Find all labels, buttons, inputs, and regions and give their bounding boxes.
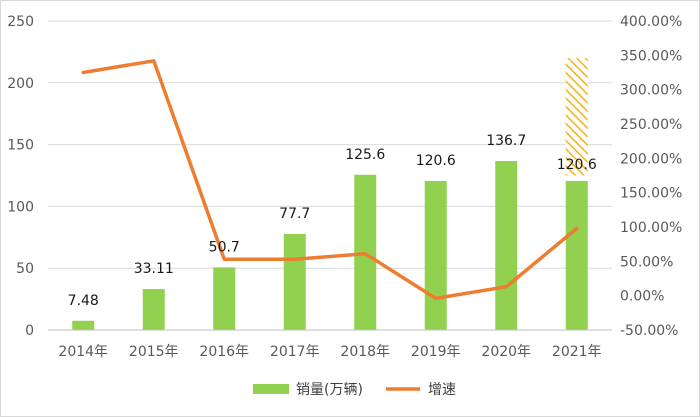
legend-label-growth: 增速 — [428, 382, 456, 398]
line-series — [81, 59, 579, 301]
sales-bar — [72, 320, 95, 330]
category-label: 2020年 — [481, 344, 531, 360]
gridlines — [48, 20, 612, 269]
right-tick-label: 100.00% — [620, 220, 682, 236]
bar-data-label: 120.6 — [557, 157, 597, 173]
left-tick-label: 250 — [7, 14, 34, 30]
left-tick-label: 200 — [7, 76, 34, 92]
growth-point — [434, 296, 438, 300]
projection-bar — [565, 58, 588, 176]
sales-bar — [424, 180, 447, 330]
right-tick-label: 200.00% — [620, 151, 682, 167]
sales-bar — [495, 161, 518, 330]
growth-point — [152, 59, 156, 63]
bar-data-label: 7.48 — [68, 293, 99, 309]
bar-data-label: 77.7 — [279, 206, 310, 222]
legend-label-sales: 销量(万辆) — [296, 382, 363, 398]
category-label: 2019年 — [411, 344, 461, 360]
right-tick-label: -50.00% — [620, 323, 678, 339]
category-label: 2014年 — [58, 344, 108, 360]
growth-point — [293, 257, 297, 261]
growth-point — [575, 226, 579, 230]
sales-bar — [565, 180, 588, 330]
bar-series — [72, 58, 588, 330]
axes: 0 50 100 150 200 250 -50.00% 0.00% 50.00% 100.00%… — [7, 14, 682, 360]
right-tick-label: 50.00% — [620, 254, 673, 270]
bar-data-label: 125.6 — [345, 147, 385, 163]
left-tick-label: 0 — [25, 323, 34, 339]
right-tick-label: 0.00% — [620, 289, 664, 305]
sales-bar — [213, 267, 236, 330]
bar-data-label: 136.7 — [486, 133, 526, 149]
right-tick-label: 250.00% — [620, 117, 682, 133]
right-tick-label: 300.00% — [620, 83, 682, 99]
category-label: 2021年 — [552, 344, 602, 360]
bar-data-label: 120.6 — [416, 153, 456, 169]
legend: 销量(万辆) 增速 — [253, 382, 456, 398]
growth-point — [81, 71, 85, 74]
category-label: 2017年 — [270, 344, 320, 360]
legend-swatch-sales — [253, 384, 289, 394]
category-label: 2018年 — [340, 344, 390, 360]
category-label: 2016年 — [199, 344, 249, 360]
growth-point — [504, 285, 508, 289]
right-tick-label: 350.00% — [620, 48, 682, 64]
growth-line — [81, 59, 579, 301]
right-tick-label: 150.00% — [620, 186, 682, 202]
category-label: 2015年 — [129, 344, 179, 360]
growth-point — [363, 252, 367, 256]
right-tick-label: 400.00% — [620, 14, 682, 30]
left-tick-label: 150 — [7, 138, 34, 154]
left-tick-label: 100 — [7, 199, 34, 215]
data-labels: 7.48 33.11 50.7 77.7 125.6 120.6 136.7 120.6 — [68, 133, 597, 309]
bar-data-label: 50.7 — [209, 239, 240, 255]
growth-point — [222, 257, 226, 261]
left-tick-label: 50 — [16, 261, 34, 277]
sales-bar — [283, 233, 306, 330]
bar-data-label: 33.11 — [134, 261, 174, 277]
sales-bar — [142, 289, 165, 330]
